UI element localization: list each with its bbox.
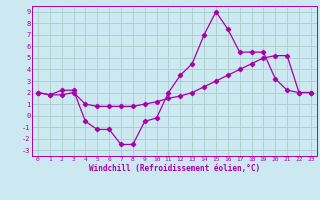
X-axis label: Windchill (Refroidissement éolien,°C): Windchill (Refroidissement éolien,°C) xyxy=(89,164,260,173)
